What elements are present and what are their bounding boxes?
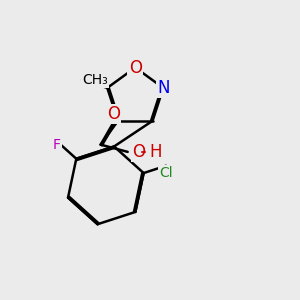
Text: O: O <box>129 58 142 76</box>
Text: CH₃: CH₃ <box>82 73 108 87</box>
Text: H: H <box>150 143 162 161</box>
Text: O: O <box>132 143 145 161</box>
Text: F: F <box>53 138 61 152</box>
Text: Cl: Cl <box>159 166 173 180</box>
Text: O: O <box>107 105 120 123</box>
Text: N: N <box>157 79 169 97</box>
